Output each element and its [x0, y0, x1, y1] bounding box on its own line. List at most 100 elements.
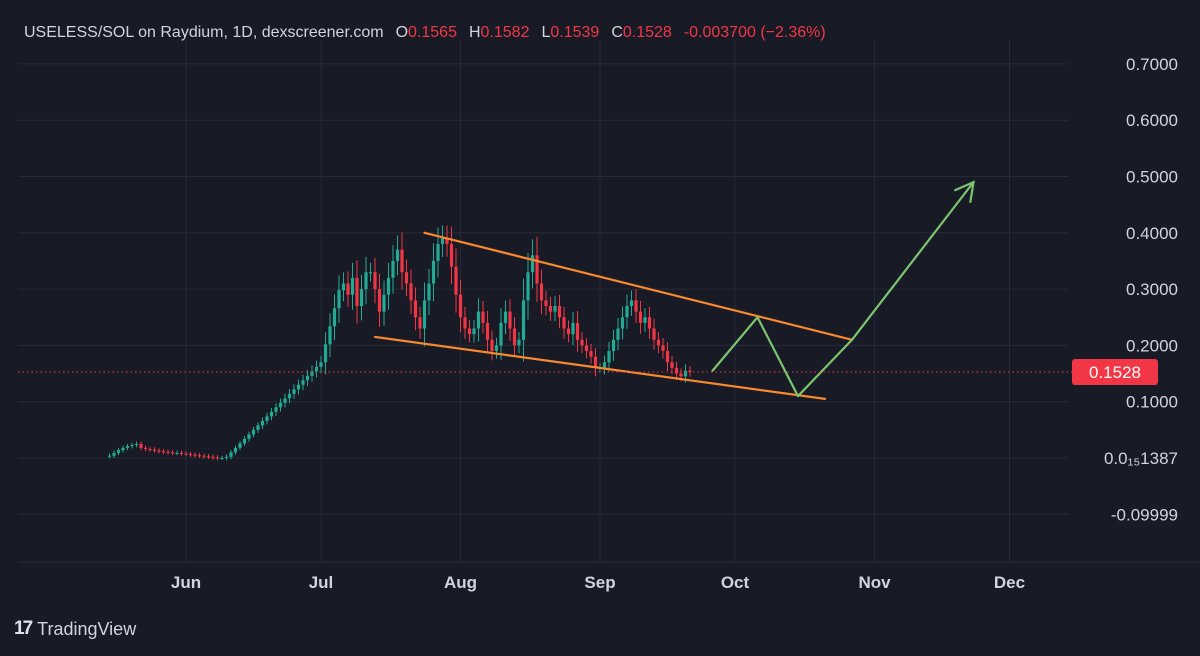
- candle-body: [472, 328, 476, 335]
- open-value: 0.1565: [408, 24, 457, 41]
- candle-body: [175, 452, 179, 454]
- close-value: 0.1528: [622, 24, 672, 41]
- candle-body: [517, 339, 521, 346]
- trend-annotations: [373, 180, 975, 400]
- candle-body: [364, 272, 368, 290]
- candle-body: [296, 384, 301, 390]
- candle-body: [620, 317, 625, 329]
- candle-body: [188, 454, 193, 456]
- candle-body: [377, 289, 382, 312]
- candle-body: [436, 244, 440, 261]
- candle-body: [301, 380, 305, 385]
- candle-body: [440, 238, 445, 245]
- candle-body: [562, 317, 566, 329]
- x-tick-label: Jun: [171, 573, 201, 592]
- channel-upper-line[interactable]: [423, 231, 854, 341]
- candle-body: [652, 328, 656, 340]
- candle-body: [373, 272, 377, 290]
- candle-body: [269, 411, 274, 417]
- candle-body: [481, 311, 485, 323]
- price-axis[interactable]: 0.7000 0.6000 0.5000 0.4000 0.3000 0.2000 0.10…: [1104, 55, 1178, 524]
- candle-body: [679, 373, 683, 377]
- candle-body: [310, 371, 314, 376]
- candle-body: [206, 456, 211, 458]
- candle-body: [121, 447, 125, 451]
- candle-body: [161, 451, 166, 453]
- candle-body: [211, 456, 215, 458]
- candle-body: [386, 277, 391, 295]
- candle-body: [319, 362, 323, 367]
- candle-body: [391, 260, 395, 278]
- x-tick-label: Jul: [309, 573, 334, 592]
- candle-body: [409, 283, 413, 301]
- candle-body: [116, 450, 121, 453]
- candlestick-series: [107, 225, 692, 461]
- candle-body: [467, 328, 472, 335]
- tradingview-brand[interactable]: 17 TradingView: [14, 618, 136, 640]
- candle-body: [157, 450, 161, 452]
- candle-body: [152, 449, 157, 451]
- candle-body: [292, 389, 296, 394]
- candle-body: [454, 266, 458, 295]
- candle-body: [544, 300, 548, 306]
- candle-body: [283, 398, 287, 403]
- high-value: 0.1582: [480, 24, 530, 41]
- candle-body: [148, 448, 152, 450]
- x-tick-label: Sep: [584, 573, 615, 592]
- y-tick-label: 0.4000: [1126, 224, 1178, 243]
- y-tick-label: 0.5000: [1126, 168, 1178, 187]
- candle-body: [476, 311, 481, 329]
- candle-body: [512, 328, 517, 346]
- candle-body: [445, 238, 449, 245]
- candle-body: [566, 328, 571, 335]
- x-tick-label: Aug: [444, 573, 477, 592]
- candle-body: [647, 317, 652, 329]
- candle-body: [661, 345, 665, 352]
- candle-body: [404, 272, 409, 284]
- candle-body: [251, 429, 256, 435]
- candle-body: [593, 356, 598, 368]
- y-tick-label: 0.3000: [1126, 280, 1178, 299]
- candle-body: [233, 447, 238, 453]
- candle-body: [584, 345, 589, 352]
- candle-body: [278, 402, 283, 408]
- candle-body: [166, 451, 170, 453]
- candle-body: [575, 322, 580, 340]
- last-price-badge: [1072, 358, 1158, 385]
- candle-body: [107, 455, 112, 457]
- candle-body: [508, 311, 512, 329]
- candle-body: [503, 311, 508, 323]
- x-tick-label: Nov: [858, 573, 891, 592]
- candle-body: [418, 317, 422, 329]
- candle-body: [139, 443, 143, 448]
- candle-body: [179, 452, 184, 454]
- x-tick-label: Oct: [721, 573, 750, 592]
- projection-path[interactable]: [711, 181, 975, 398]
- candle-body: [260, 420, 265, 426]
- candle-body: [193, 454, 197, 456]
- time-axis[interactable]: Jun Jul Aug Sep Oct Nov Dec: [171, 573, 1025, 592]
- symbol-title[interactable]: USELESS/SOL on Raydium, 1D, dexscreener.…: [24, 24, 384, 41]
- candle-body: [215, 457, 220, 459]
- candle-body: [431, 260, 436, 284]
- y-tick-label: -0.09999: [1111, 505, 1178, 524]
- channel-lower-line[interactable]: [373, 335, 827, 400]
- projection-arrowhead: [954, 180, 975, 203]
- x-tick-label: Dec: [994, 573, 1025, 592]
- candle-body: [638, 311, 643, 323]
- candle-body: [337, 290, 341, 309]
- candle-body: [665, 351, 670, 363]
- candle-body: [494, 345, 499, 352]
- candle-body: [328, 326, 332, 345]
- candle-body: [305, 375, 310, 381]
- candle-body: [323, 344, 328, 363]
- candle-body: [395, 249, 400, 261]
- candle-body: [629, 300, 634, 306]
- candle-body: [688, 370, 692, 372]
- candle-body: [355, 277, 359, 306]
- candle-body: [548, 305, 553, 312]
- candle-body: [463, 317, 467, 329]
- candle-body: [530, 255, 535, 273]
